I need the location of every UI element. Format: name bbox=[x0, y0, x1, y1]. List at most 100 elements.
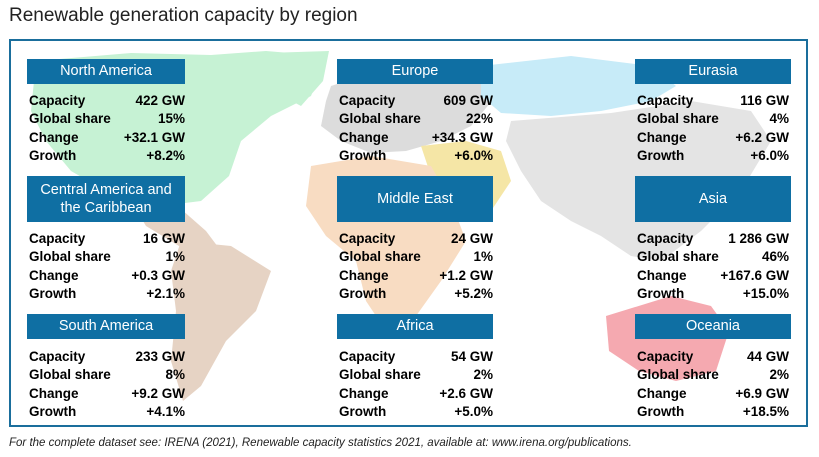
region-stats-africa: Capacity 54 GW Global share 2% Change +2.6 … bbox=[339, 348, 493, 421]
stat-value: 233 GW bbox=[135, 349, 185, 364]
region-header-africa: Africa bbox=[337, 314, 493, 339]
chart-title: Renewable generation capacity by region bbox=[9, 5, 358, 26]
stat-label: Global share bbox=[29, 249, 111, 265]
stat-row-capacity: Capacity 24 GW bbox=[339, 230, 493, 248]
region-stats-oceania: Capacity 44 GW Global share 2% Change +6.9 … bbox=[637, 348, 789, 421]
region-header-north-america: North America bbox=[27, 59, 185, 84]
stat-label: Change bbox=[29, 267, 79, 283]
stat-row-change: Change +1.2 GW bbox=[339, 267, 493, 285]
stat-row-share: Global share 4% bbox=[637, 110, 789, 128]
stat-label: Capacity bbox=[339, 231, 396, 246]
stat-label: Change bbox=[29, 129, 79, 145]
stat-label: Change bbox=[339, 129, 389, 145]
region-header-south-america: South America bbox=[27, 314, 185, 339]
europe-landmass bbox=[321, 66, 496, 153]
stat-label: Capacity bbox=[637, 231, 694, 246]
region-header-eurasia: Eurasia bbox=[635, 59, 791, 84]
stat-row-share: Global share 1% bbox=[29, 248, 185, 266]
south-america-landmass bbox=[171, 241, 271, 401]
stat-label: Growth bbox=[637, 285, 685, 301]
stat-value: +4.1% bbox=[146, 403, 185, 419]
stat-row-capacity: Capacity 233 GW bbox=[29, 348, 185, 366]
stat-value: 609 GW bbox=[443, 93, 493, 108]
stat-row-change: Change +34.3 GW bbox=[339, 129, 493, 147]
region-stats-north-america: Capacity 422 GW Global share 15% Change +32… bbox=[29, 92, 185, 165]
stat-value: +9.2 GW bbox=[131, 385, 185, 401]
stat-row-change: Change +32.1 GW bbox=[29, 129, 185, 147]
stat-label: Global share bbox=[339, 367, 421, 383]
greenland-landmass bbox=[266, 51, 329, 106]
region-stats-eurasia: Capacity 116 GW Global share 4% Change +6.2… bbox=[637, 92, 789, 165]
source-footnote: For the complete dataset see: IRENA (202… bbox=[9, 437, 632, 449]
stat-value: 46% bbox=[761, 249, 789, 265]
stat-value: +8.2% bbox=[146, 147, 185, 163]
stat-value: +1.2 GW bbox=[439, 267, 493, 283]
region-header-europe: Europe bbox=[337, 59, 493, 84]
stat-value: +34.3 GW bbox=[431, 129, 493, 145]
stat-row-share: Global share 2% bbox=[339, 366, 493, 384]
stat-value: +2.1% bbox=[146, 285, 185, 301]
stat-value: 15% bbox=[157, 111, 185, 127]
stat-label: Growth bbox=[339, 285, 387, 301]
stat-row-capacity: Capacity 16 GW bbox=[29, 230, 185, 248]
stat-value: +167.6 GW bbox=[720, 267, 789, 283]
stat-value: +0.3 GW bbox=[131, 267, 185, 283]
stat-label: Change bbox=[637, 129, 687, 145]
stat-row-capacity: Capacity 54 GW bbox=[339, 348, 493, 366]
stat-value: 1 286 GW bbox=[728, 231, 789, 246]
stat-label: Change bbox=[29, 385, 79, 401]
stat-row-growth: Growth +8.2% bbox=[29, 147, 185, 165]
stat-label: Change bbox=[339, 385, 389, 401]
stat-label: Growth bbox=[637, 403, 685, 419]
stat-label: Capacity bbox=[29, 231, 86, 246]
stat-value: 1% bbox=[165, 249, 185, 265]
region-header-central-america: Central America and the Caribbean bbox=[27, 176, 185, 222]
stat-label: Global share bbox=[339, 111, 421, 127]
stat-row-capacity: Capacity 116 GW bbox=[637, 92, 789, 110]
stat-row-growth: Growth +15.0% bbox=[637, 285, 789, 303]
stat-value: 8% bbox=[165, 367, 185, 383]
stat-value: 2% bbox=[769, 367, 789, 383]
stat-label: Growth bbox=[637, 147, 685, 163]
stat-row-change: Change +6.2 GW bbox=[637, 129, 789, 147]
stat-row-growth: Growth +5.2% bbox=[339, 285, 493, 303]
stat-value: +6.2 GW bbox=[735, 129, 789, 145]
region-stats-middle-east: Capacity 24 GW Global share 1% Change +1.2 … bbox=[339, 230, 493, 303]
stat-label: Change bbox=[637, 385, 687, 401]
stat-label: Capacity bbox=[29, 349, 86, 364]
stat-label: Growth bbox=[29, 403, 77, 419]
stat-value: 54 GW bbox=[450, 349, 493, 364]
stat-label: Capacity bbox=[339, 349, 396, 364]
stat-label: Capacity bbox=[339, 93, 396, 108]
stat-row-growth: Growth +5.0% bbox=[339, 403, 493, 421]
stat-label: Global share bbox=[637, 111, 719, 127]
stat-row-capacity: Capacity 1 286 GW bbox=[637, 230, 789, 248]
stat-label: Global share bbox=[637, 249, 719, 265]
region-stats-south-america: Capacity 233 GW Global share 8% Change +9.2… bbox=[29, 348, 185, 421]
stat-row-change: Change +2.6 GW bbox=[339, 385, 493, 403]
stat-label: Capacity bbox=[637, 349, 694, 364]
region-stats-asia: Capacity 1 286 GW Global share 46% Change +… bbox=[637, 230, 789, 303]
stat-row-growth: Growth +6.0% bbox=[637, 147, 789, 165]
region-stats-central-america: Capacity 16 GW Global share 1% Change +0.3 … bbox=[29, 230, 185, 303]
stat-row-share: Global share 15% bbox=[29, 110, 185, 128]
stat-value: +18.5% bbox=[742, 403, 789, 419]
stat-label: Growth bbox=[29, 285, 77, 301]
region-header-middle-east: Middle East bbox=[337, 176, 493, 222]
stat-row-capacity: Capacity 422 GW bbox=[29, 92, 185, 110]
region-header-asia: Asia bbox=[635, 176, 791, 222]
stat-row-growth: Growth +4.1% bbox=[29, 403, 185, 421]
stat-value: +2.6 GW bbox=[439, 385, 493, 401]
stat-value: +5.2% bbox=[454, 285, 493, 301]
stat-label: Global share bbox=[29, 111, 111, 127]
stat-label: Global share bbox=[29, 367, 111, 383]
stat-value: 16 GW bbox=[142, 231, 185, 246]
stat-value: +6.0% bbox=[750, 147, 789, 163]
stat-row-share: Global share 8% bbox=[29, 366, 185, 384]
stat-label: Global share bbox=[339, 249, 421, 265]
stat-value: 4% bbox=[769, 111, 789, 127]
stat-row-share: Global share 22% bbox=[339, 110, 493, 128]
stat-value: 24 GW bbox=[450, 231, 493, 246]
eurasia-landmass bbox=[481, 56, 676, 116]
stat-row-share: Global share 1% bbox=[339, 248, 493, 266]
